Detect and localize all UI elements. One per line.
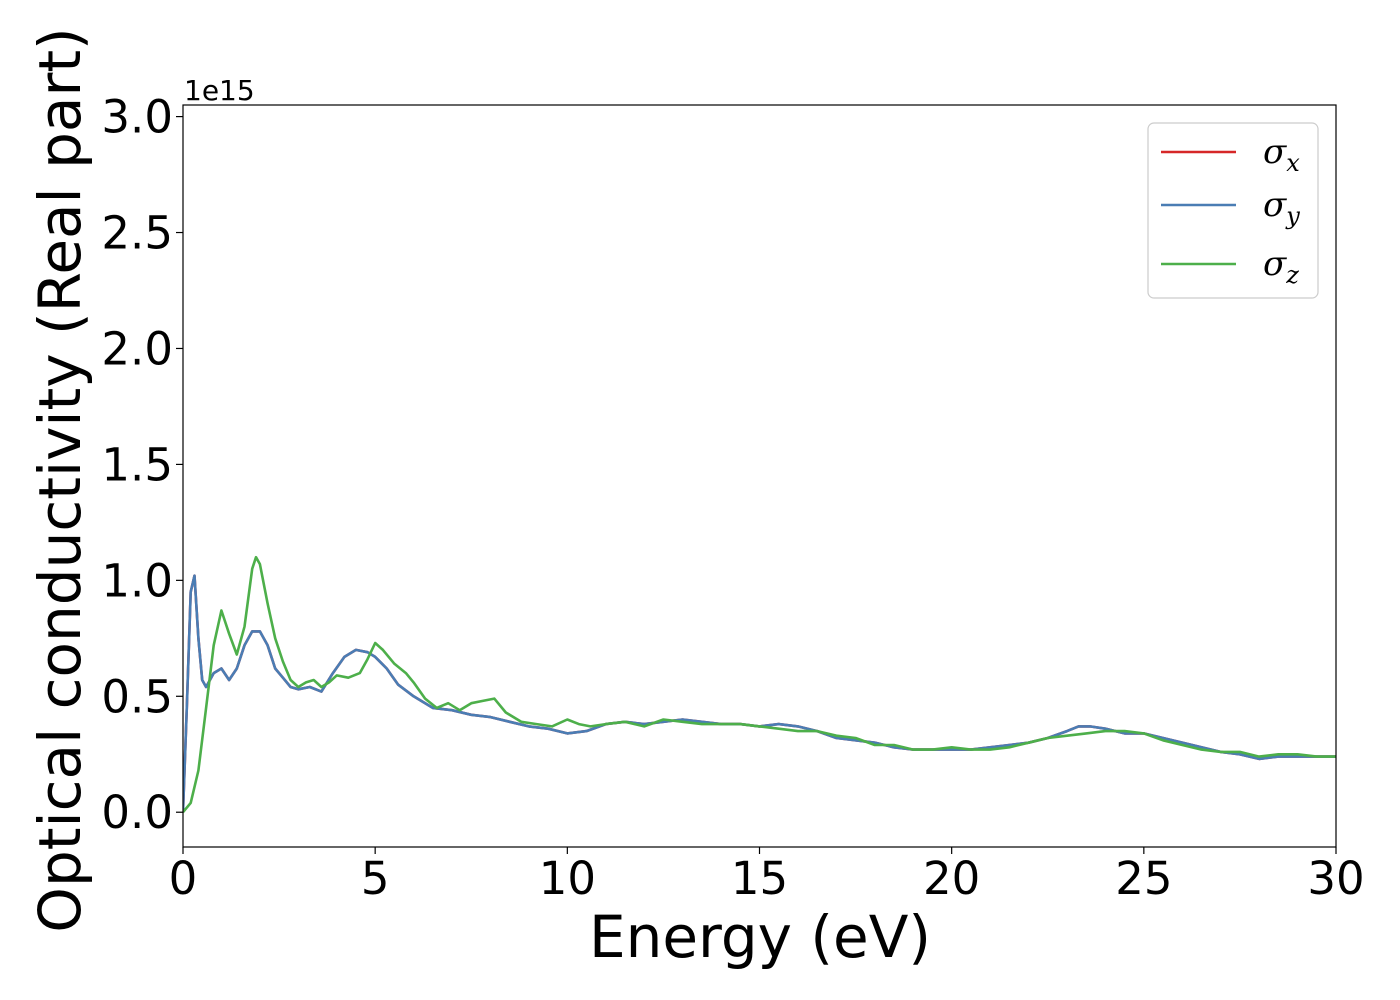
y-tick-label: 1.0 [101,554,173,607]
x-tick-label: 15 [731,852,788,905]
y-tick-label: 2.0 [101,322,173,375]
x-tick-label: 20 [923,852,980,905]
plot-series-group [183,555,1336,814]
y-offset-label: 1e15 [184,74,255,107]
y-axis-label: Optical conductivity (Real part) [26,27,94,932]
legend: σx σy σz [1147,122,1319,299]
x-axis-ticks: 0 5 10 15 20 25 30 [169,847,1365,905]
legend-box [1147,122,1319,299]
y-tick-label: 1.5 [101,438,173,491]
x-tick-label: 0 [169,852,198,905]
x-tick-label: 5 [361,852,390,905]
y-tick-label: 2.5 [101,207,173,260]
y-tick-label: 0.0 [101,786,173,839]
legend-label-y: σy [1263,185,1300,230]
x-tick-label: 10 [539,852,596,905]
y-tick-label: 0.5 [101,670,173,723]
x-axis-label: Energy (eV) [589,903,931,971]
legend-label-z: σz [1263,244,1299,289]
y-tick-label: 3.0 [101,91,173,144]
series-line-z [183,555,1336,814]
x-tick-label: 25 [1115,852,1172,905]
x-tick-label: 30 [1307,852,1364,905]
y-axis-ticks: 0.0 0.5 1.0 1.5 2.0 2.5 3.0 [101,91,183,839]
legend-label-x: σx [1263,132,1300,177]
